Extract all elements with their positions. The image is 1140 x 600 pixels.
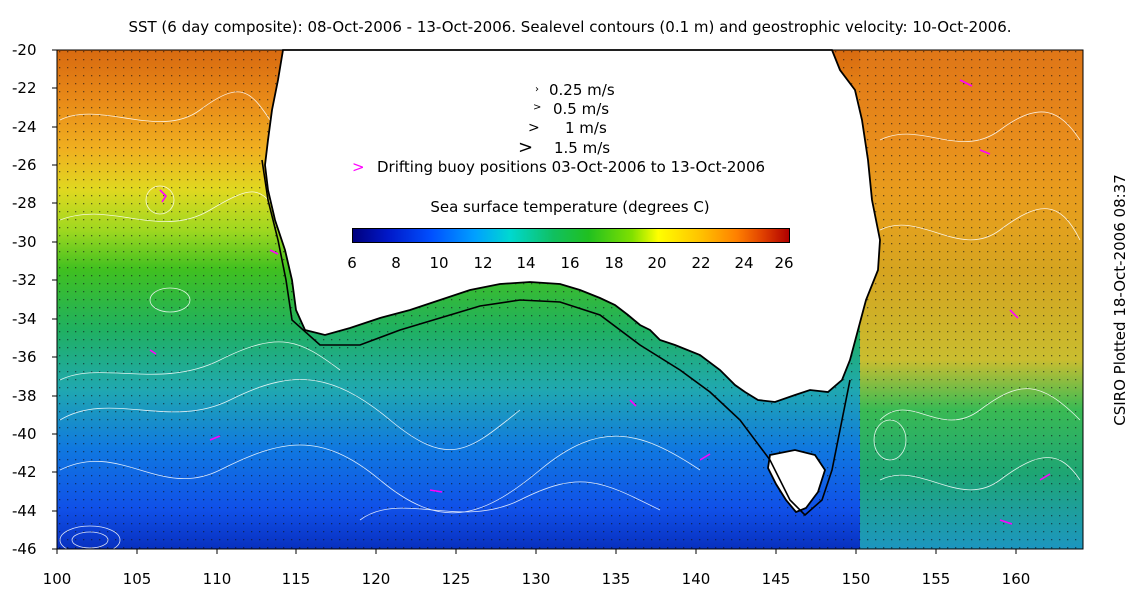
colorbar-tick-label: 14 [516, 254, 536, 272]
colorbar-tick-label: 6 [347, 254, 357, 272]
colorbar-title: Sea surface temperature (degrees C) [430, 198, 710, 216]
lon-tick-label: 100 [42, 570, 72, 588]
lon-tick-label: 120 [361, 570, 391, 588]
lon-tick-label: 110 [202, 570, 232, 588]
buoy-marker-icon: > [352, 158, 365, 176]
lon-tick-label: 160 [1001, 570, 1031, 588]
colorbar-tick-label: 22 [691, 254, 711, 272]
lat-tick-label: -30 [12, 233, 37, 251]
map-title: SST (6 day composite): 08-Oct-2006 - 13-… [128, 18, 1012, 36]
lat-tick-label: -20 [12, 41, 37, 59]
lon-tick-label: 155 [921, 570, 951, 588]
lat-tick-label: -22 [12, 79, 37, 97]
lon-tick-label: 115 [281, 570, 311, 588]
lon-tick-label: 150 [841, 570, 871, 588]
australia-land [264, 49, 881, 403]
lat-tick-label: -34 [12, 310, 37, 328]
velocity-arrow-icon: > [533, 102, 542, 113]
buoy-tracks [149, 79, 1051, 525]
lat-tick-label: -26 [12, 156, 37, 174]
lon-tick-label: 135 [601, 570, 631, 588]
tasmania-land [767, 449, 826, 514]
colorbar-tick-label: 16 [560, 254, 580, 272]
lat-tick-label: -36 [12, 348, 37, 366]
plot-credit: CSIRO Plotted 18-Oct-2006 08:37 [1111, 174, 1129, 426]
buoy-legend-label: Drifting buoy positions 03-Oct-2006 to 1… [377, 158, 766, 176]
colorbar-tick-label: 8 [391, 254, 401, 272]
lon-tick-label: 130 [521, 570, 551, 588]
lat-tick-label: -42 [12, 463, 37, 481]
velocity-arrow-icon: › [535, 84, 539, 95]
lat-tick-label: -24 [12, 118, 37, 136]
velocity-arrow-icon: > [528, 120, 540, 136]
velocity-legend-label: 1 m/s [565, 119, 607, 137]
colorbar-tick-label: 20 [647, 254, 667, 272]
lat-tick-label: -28 [12, 194, 37, 212]
lat-tick-label: -46 [12, 540, 37, 558]
colorbar-tick-label: 18 [604, 254, 624, 272]
sst-colorbar [352, 228, 790, 243]
lon-tick-label: 140 [681, 570, 711, 588]
plot-frame [56, 49, 1084, 550]
lon-tick-label: 105 [122, 570, 152, 588]
velocity-legend-label: 0.25 m/s [549, 81, 615, 99]
sealevel-contours [59, 91, 1081, 555]
lat-tick-label: -32 [12, 271, 37, 289]
lat-tick-label: -40 [12, 425, 37, 443]
colorbar-tick-label: 26 [774, 254, 794, 272]
colorbar-tick-label: 24 [734, 254, 754, 272]
velocity-legend-label: 1.5 m/s [554, 139, 611, 157]
shelf-edge [261, 159, 851, 517]
colorbar-tick-label: 12 [473, 254, 493, 272]
lat-tick-label: -38 [12, 387, 37, 405]
velocity-arrow-icon: > [518, 137, 534, 158]
axis-ticks [52, 49, 1017, 554]
lat-tick-label: -44 [12, 502, 37, 520]
lon-tick-label: 145 [761, 570, 791, 588]
lon-tick-label: 125 [441, 570, 471, 588]
velocity-legend-label: 0.5 m/s [553, 100, 610, 118]
colorbar-tick-label: 10 [429, 254, 449, 272]
